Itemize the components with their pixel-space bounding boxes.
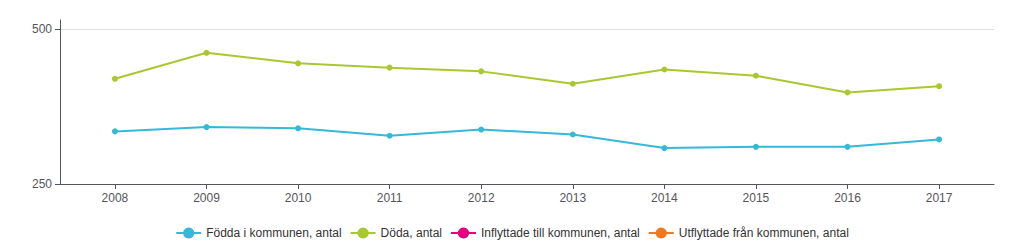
- svg-text:2014: 2014: [651, 191, 678, 205]
- svg-text:2012: 2012: [468, 191, 495, 205]
- svg-text:250: 250: [32, 177, 52, 191]
- svg-text:2008: 2008: [102, 191, 129, 205]
- svg-text:2016: 2016: [834, 191, 861, 205]
- svg-text:2017: 2017: [926, 191, 953, 205]
- svg-text:2010: 2010: [285, 191, 312, 205]
- svg-text:2013: 2013: [559, 191, 586, 205]
- svg-text:Inflyttade till kommunen, anta: Inflyttade till kommunen, antal: [481, 226, 640, 240]
- svg-text:2011: 2011: [377, 191, 403, 205]
- svg-text:500: 500: [32, 22, 52, 36]
- svg-text:Utflyttade från kommunen, anta: Utflyttade från kommunen, antal: [679, 226, 849, 240]
- svg-text:Födda i kommunen, antal: Födda i kommunen, antal: [206, 226, 341, 240]
- svg-text:2009: 2009: [193, 191, 220, 205]
- svg-text:Döda, antal: Döda, antal: [381, 226, 442, 240]
- svg-text:2015: 2015: [743, 191, 770, 205]
